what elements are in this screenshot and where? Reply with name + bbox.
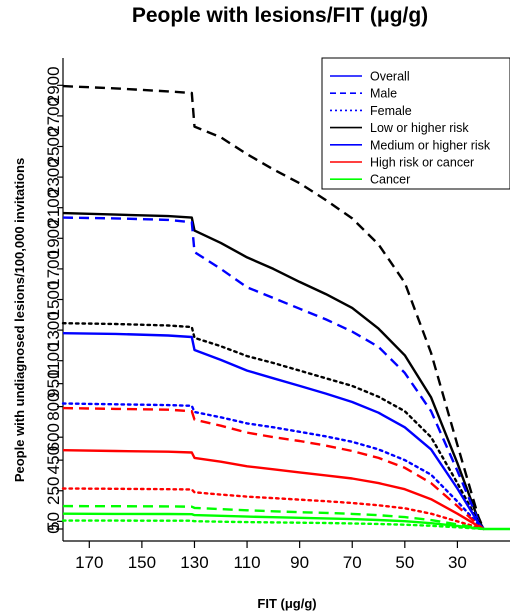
series-line-1 — [62, 84, 485, 530]
x-tick-label: 130 — [180, 553, 208, 572]
y-tick-label: 1300 — [44, 311, 63, 349]
y-tick-label: 800 — [44, 392, 63, 420]
y-tick-label: 2100 — [44, 189, 63, 227]
y-tick-label: 2300 — [44, 158, 63, 196]
legend-label: Low or higher risk — [370, 121, 469, 135]
legend-label: Male — [370, 87, 397, 101]
series-line-10 — [62, 504, 484, 531]
legend-label: Female — [370, 104, 412, 118]
x-tick-label: 30 — [448, 553, 467, 572]
series-layer — [61, 84, 510, 531]
chart-title: People with lesions/FIT (μg/g) — [132, 4, 428, 27]
y-tick-label: 1900 — [44, 219, 63, 257]
y-tick-label: 1700 — [44, 250, 63, 288]
y-tick-label: 0 — [44, 524, 63, 533]
y-tick-label: 50 — [44, 512, 63, 531]
series-line-2 — [62, 211, 485, 530]
x-tick-label: 90 — [290, 553, 309, 572]
y-tick-label: 1100 — [44, 342, 63, 379]
series-line-6 — [61, 402, 485, 531]
x-axis-ticks: 170 150 130 110 90 70 50 30 — [75, 541, 467, 572]
legend-label: High risk or cancer — [370, 156, 474, 170]
x-tick-label: 150 — [128, 553, 156, 572]
y-tick-label: 2900 — [44, 66, 63, 104]
series-line-12 — [61, 519, 485, 531]
y-tick-label: 600 — [44, 423, 63, 451]
legend: Overall Male Female Low or higher risk Mediu… — [321, 57, 510, 190]
series-line-11 — [62, 512, 484, 531]
series-line-9 — [61, 487, 485, 531]
y-tick-label: 1500 — [44, 281, 63, 319]
x-tick-label: 50 — [395, 553, 414, 572]
y-axis-title: People with undiagnosed lesions/100,000 … — [12, 158, 27, 482]
x-tick-label: 170 — [75, 553, 103, 572]
legend-label: Cancer — [370, 173, 410, 187]
y-tick-label: 950 — [44, 369, 63, 397]
series-line-3 — [62, 216, 485, 530]
legend-items: Overall Male Female Low or higher risk Mediu… — [330, 70, 491, 187]
y-tick-label: 2700 — [44, 97, 63, 135]
y-tick-label: 450 — [44, 446, 63, 474]
legend-box — [321, 57, 510, 190]
series-line-4 — [61, 322, 485, 531]
series-line-5 — [62, 332, 485, 530]
x-tick-label: 70 — [343, 553, 362, 572]
series-line-7 — [62, 406, 485, 530]
series-line-8 — [62, 449, 485, 531]
x-axis-title: FIT (μg/g) — [257, 596, 316, 611]
y-tick-label: 250 — [44, 477, 63, 505]
legend-label: Overall — [370, 70, 410, 84]
y-tick-label: 2500 — [44, 128, 63, 166]
x-tick-label: 110 — [234, 553, 261, 572]
legend-label: Medium or higher risk — [370, 138, 491, 152]
